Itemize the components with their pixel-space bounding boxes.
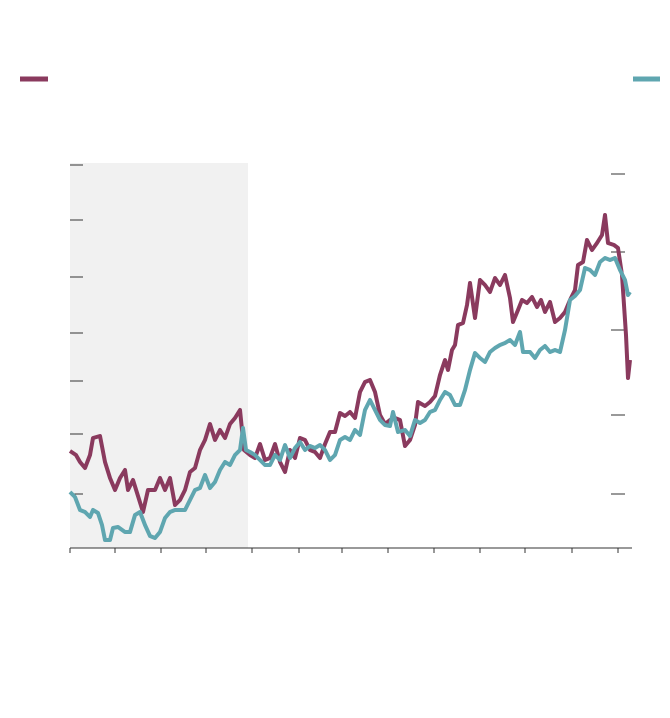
series-line — [68, 213, 632, 514]
shaded-region — [70, 163, 248, 548]
series-line — [68, 256, 632, 542]
